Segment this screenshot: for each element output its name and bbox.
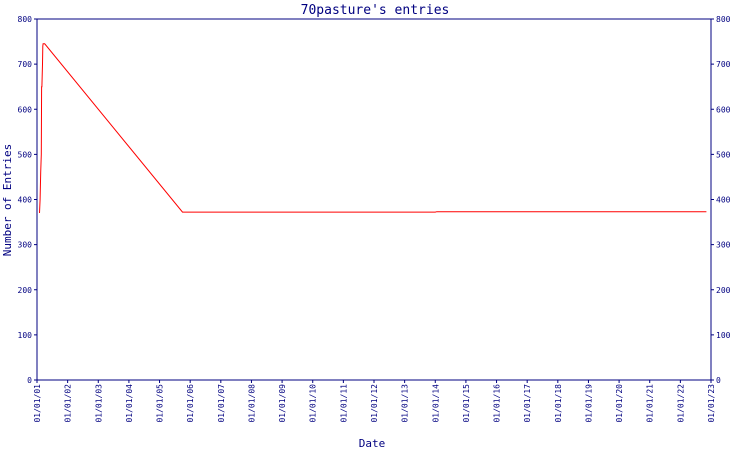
x-tick-label: 01/01/21 — [646, 384, 655, 423]
x-tick-label: 01/01/15 — [462, 384, 471, 423]
x-tick-label: 01/01/12 — [370, 384, 379, 423]
y-tick-label-right: 300 — [716, 241, 731, 250]
y-tick-label-right: 800 — [716, 15, 731, 24]
y-axis-title: Number of Entries — [1, 144, 14, 257]
x-tick-label: 01/01/10 — [309, 384, 318, 423]
y-tick-label-left: 100 — [18, 331, 33, 340]
y-tick-label-left: 200 — [18, 286, 33, 295]
y-tick-label-right: 400 — [716, 196, 731, 205]
y-tick-label-left: 300 — [18, 241, 33, 250]
y-tick-label-left: 700 — [18, 60, 33, 69]
y-tick-label-right: 700 — [716, 60, 731, 69]
x-tick-label: 01/01/02 — [64, 384, 73, 423]
x-tick-label: 01/01/14 — [431, 384, 440, 423]
x-tick-label: 01/01/18 — [554, 384, 563, 423]
x-tick-label: 01/01/13 — [401, 384, 410, 423]
y-tick-label-right: 0 — [716, 376, 721, 385]
x-tick-label: 01/01/17 — [523, 384, 532, 423]
y-axis-left: 0 100 200 300 400 500 600 700 800 — [18, 15, 37, 385]
x-axis-title: Date — [359, 437, 386, 450]
x-tick-label: 01/01/03 — [94, 384, 103, 423]
x-axis: 01/01/01 01/01/02 01/01/03 01/01/04 01/01/05… — [33, 380, 716, 423]
y-tick-label-right: 200 — [716, 286, 731, 295]
x-tick-label: 01/01/06 — [186, 384, 195, 423]
x-tick-label: 01/01/08 — [247, 384, 256, 423]
x-tick-label: 01/01/16 — [493, 384, 502, 423]
x-tick-label: 01/01/23 — [707, 384, 716, 423]
y-tick-label-left: 0 — [27, 376, 32, 385]
y-tick-label-right: 100 — [716, 331, 731, 340]
y-tick-label-left: 600 — [18, 105, 33, 114]
x-tick-label: 01/01/04 — [125, 384, 134, 423]
x-tick-label: 01/01/01 — [33, 384, 42, 423]
x-tick-label: 01/01/19 — [584, 384, 593, 423]
plot-frame — [36, 18, 712, 381]
x-tick-label: 01/01/22 — [676, 384, 685, 423]
x-tick-label: 01/01/20 — [615, 384, 624, 423]
x-tick-label: 01/01/09 — [278, 384, 287, 423]
y-tick-label-right: 500 — [716, 150, 731, 159]
chart-title: 70pasture's entries — [301, 3, 450, 18]
x-tick-label: 01/01/07 — [217, 384, 226, 423]
series-group — [39, 43, 707, 214]
x-tick-label: 01/01/11 — [339, 384, 348, 423]
y-tick-label-left: 800 — [18, 15, 33, 24]
y-tick-label-left: 400 — [18, 196, 33, 205]
series-line — [39, 43, 707, 214]
y-tick-label-left: 500 — [18, 150, 33, 159]
x-tick-label: 01/01/05 — [156, 384, 165, 423]
y-tick-label-right: 600 — [716, 105, 731, 114]
y-axis-right: 0 100 200 300 400 500 600 700 800 — [711, 15, 731, 385]
